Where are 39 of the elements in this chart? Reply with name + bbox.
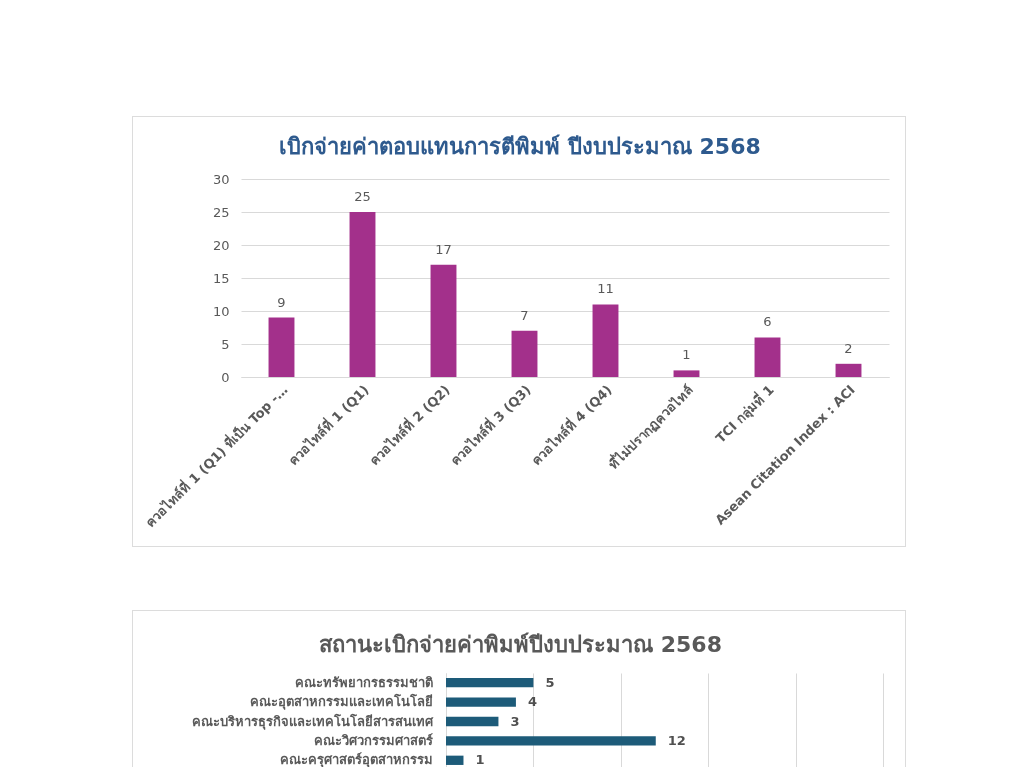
bar: [446, 678, 534, 688]
y-tick-label: 15: [212, 270, 230, 286]
bar: [592, 304, 619, 377]
data-label: 5: [545, 674, 555, 690]
bar: [446, 755, 464, 765]
y-tick-label: 30: [212, 171, 230, 187]
y-tick-label: คณะทรัพยากรธรรมชาติ: [294, 674, 433, 690]
bar: [446, 716, 499, 727]
y-tick-label: 25: [212, 204, 230, 220]
bar: [446, 697, 516, 707]
y-tick-label: 10: [212, 303, 230, 319]
bar: [430, 264, 457, 377]
data-label: 1: [475, 752, 485, 767]
bar: [446, 736, 656, 746]
chart-title: เบิกจ่ายค่าตอบแทนการตีพิมพ์ ปีงบประมาณ 2568: [279, 134, 761, 159]
y-tick-label: คณะบริหารธุรกิจและเทคโนโลยีสารสนเทศ: [191, 712, 434, 730]
chart-title: สถานะเบิกจ่ายค่าพิมพ์ปีงบประมาณ 2568: [319, 632, 722, 657]
y-tick-label: คณะวิศวกรรมศาสตร์: [313, 732, 433, 748]
data-label: 7: [520, 307, 529, 323]
data-label: 2: [844, 340, 853, 356]
data-label: 9: [277, 294, 286, 310]
y-tick-label: 20: [212, 237, 230, 253]
y-tick-label: 0: [221, 369, 230, 385]
bar: [673, 370, 700, 377]
data-label: 4: [527, 694, 537, 710]
data-label: 6: [763, 314, 772, 330]
data-label: 1: [682, 347, 691, 363]
y-tick-label: คณะครุศาสตร์อุตสาหกรรม: [279, 752, 433, 767]
data-label: 12: [667, 732, 686, 748]
bar: [511, 330, 538, 377]
data-label: 17: [435, 241, 452, 257]
bar: [268, 317, 295, 377]
bar: [754, 337, 781, 377]
bar: [349, 212, 376, 377]
y-tick-label: คณะอุตสาหกรรมและเทคโนโลยี: [249, 693, 433, 711]
y-tick-label: 5: [221, 336, 230, 352]
data-label: 11: [597, 281, 614, 297]
bar: [835, 363, 862, 377]
data-label: 3: [510, 713, 520, 729]
